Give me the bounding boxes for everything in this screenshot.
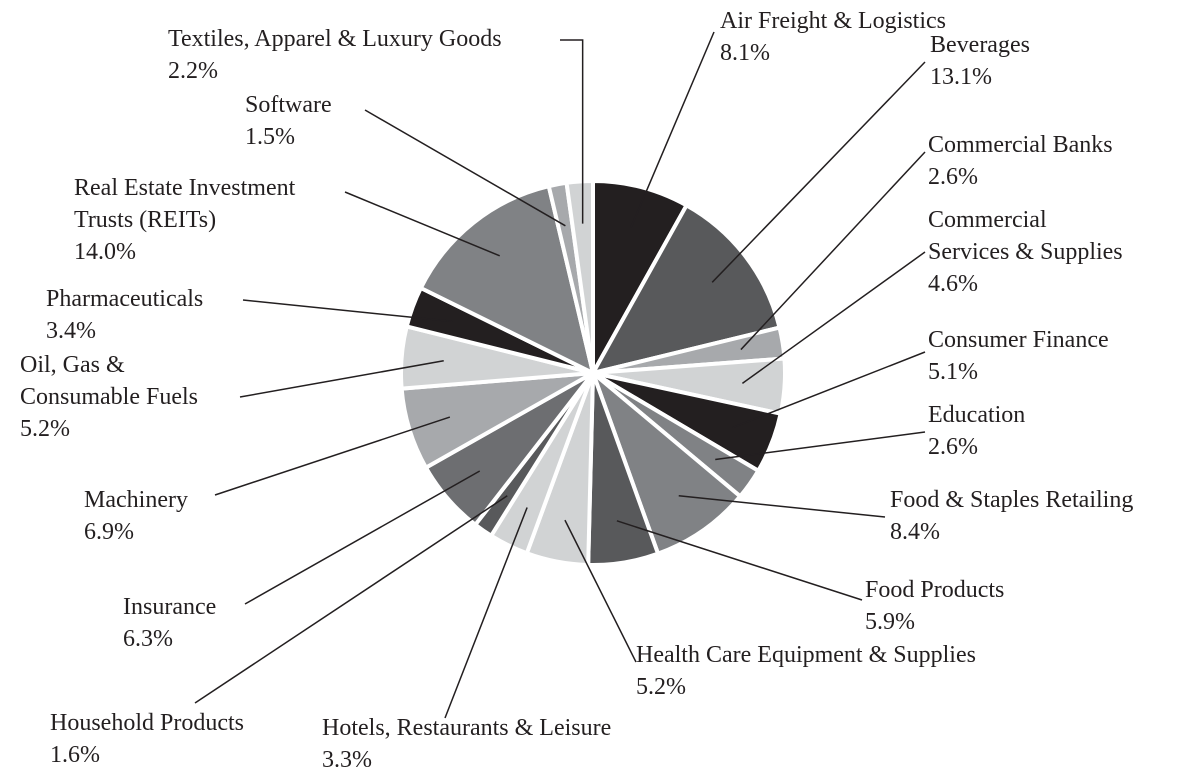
leader-line <box>239 360 444 398</box>
leader-line <box>560 39 584 224</box>
slice-label: Software <box>245 92 332 118</box>
slice-value-label: 4.6% <box>928 271 978 297</box>
slice-label: Commercial Services & Supplies <box>928 207 1123 265</box>
leader-line <box>364 109 566 227</box>
slice-label: Food & Staples Retailing <box>890 487 1133 513</box>
slice-label: Food Products <box>865 577 1004 603</box>
slice-label: Textiles, Apparel & Luxury Goods <box>168 26 502 52</box>
slice-label: Real Estate Investment Trusts (REITs) <box>74 175 296 233</box>
slice-label: Insurance <box>123 594 216 620</box>
slice-value-label: 6.9% <box>84 519 134 545</box>
slice-label: Household Products <box>50 710 244 736</box>
leader-line <box>741 251 926 384</box>
slice-value-label: 3.3% <box>322 747 372 769</box>
leader-line <box>732 351 926 429</box>
slice-value-label: 8.1% <box>720 40 770 66</box>
slice-value-label: 1.6% <box>50 742 100 768</box>
slice-value-label: 2.6% <box>928 164 978 190</box>
leader-line <box>715 431 926 461</box>
slice-value-label: 1.5% <box>245 124 295 150</box>
leader-line <box>616 520 863 601</box>
leader-line <box>564 519 637 663</box>
leader-line <box>344 191 501 257</box>
slice-value-label: 8.4% <box>890 519 940 545</box>
slice-value-label: 5.2% <box>20 416 70 442</box>
leader-line <box>242 299 453 323</box>
slice-value-label: 13.1% <box>930 64 992 90</box>
leader-line <box>194 495 508 704</box>
leader-line <box>214 416 451 496</box>
leader-line <box>740 151 926 351</box>
pie-slice <box>591 203 782 375</box>
slice-label: Machinery <box>84 487 188 513</box>
slice-value-label: 5.1% <box>928 359 978 385</box>
slice-value-label: 6.3% <box>123 626 173 652</box>
slice-label: Commercial Banks <box>928 132 1113 158</box>
slice-value-label: 3.4% <box>46 318 96 344</box>
pie-slice <box>564 179 595 375</box>
leader-line <box>630 31 715 229</box>
slice-value-label: 5.2% <box>636 674 686 700</box>
slice-label: Beverages <box>930 32 1030 58</box>
leader-line <box>711 61 926 283</box>
slice-value-label: 5.9% <box>865 609 915 635</box>
slice-label: Education <box>928 402 1025 428</box>
leader-line <box>678 495 886 518</box>
slice-value-label: 14.0% <box>74 239 136 265</box>
slice-label: Air Freight & Logistics <box>720 8 946 34</box>
slice-label: Hotels, Restaurants & Leisure <box>322 715 611 741</box>
slice-label: Oil, Gas & Consumable Fuels <box>20 352 198 410</box>
slice-label: Pharmaceuticals <box>46 286 203 312</box>
slice-label: Consumer Finance <box>928 327 1109 353</box>
slice-value-label: 2.6% <box>928 434 978 460</box>
pie-slice <box>418 184 595 375</box>
leader-line <box>444 507 528 719</box>
leader-line <box>244 470 481 605</box>
slice-value-label: 2.2% <box>168 58 218 84</box>
slice-label: Health Care Equipment & Supplies <box>636 642 976 668</box>
